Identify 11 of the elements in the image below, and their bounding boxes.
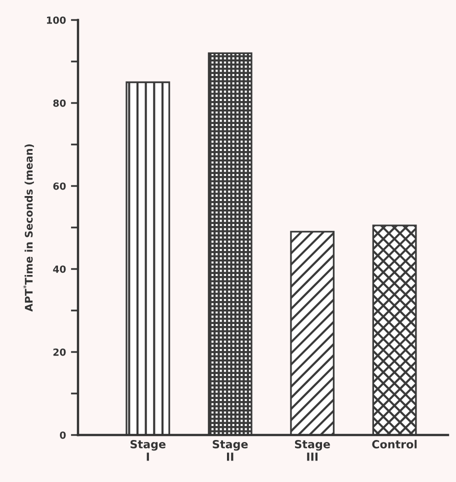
y-tick-label: 80 bbox=[53, 99, 66, 107]
y-tick-label: 60 bbox=[53, 182, 66, 190]
x-tick-label: Stage I bbox=[130, 440, 166, 461]
x-tick-label: Stage II bbox=[212, 440, 248, 461]
y-tick-label: 100 bbox=[47, 16, 66, 24]
y-tick-label: 0 bbox=[60, 431, 66, 439]
x-tick-label: Control bbox=[372, 440, 417, 448]
x-tick-label: Stage III bbox=[294, 440, 330, 461]
y-axis-title: APT$^{*}$Time in Seconds (mean) bbox=[23, 144, 34, 312]
y-tick-label: 20 bbox=[53, 348, 66, 356]
y-tick-label: 40 bbox=[53, 265, 66, 273]
